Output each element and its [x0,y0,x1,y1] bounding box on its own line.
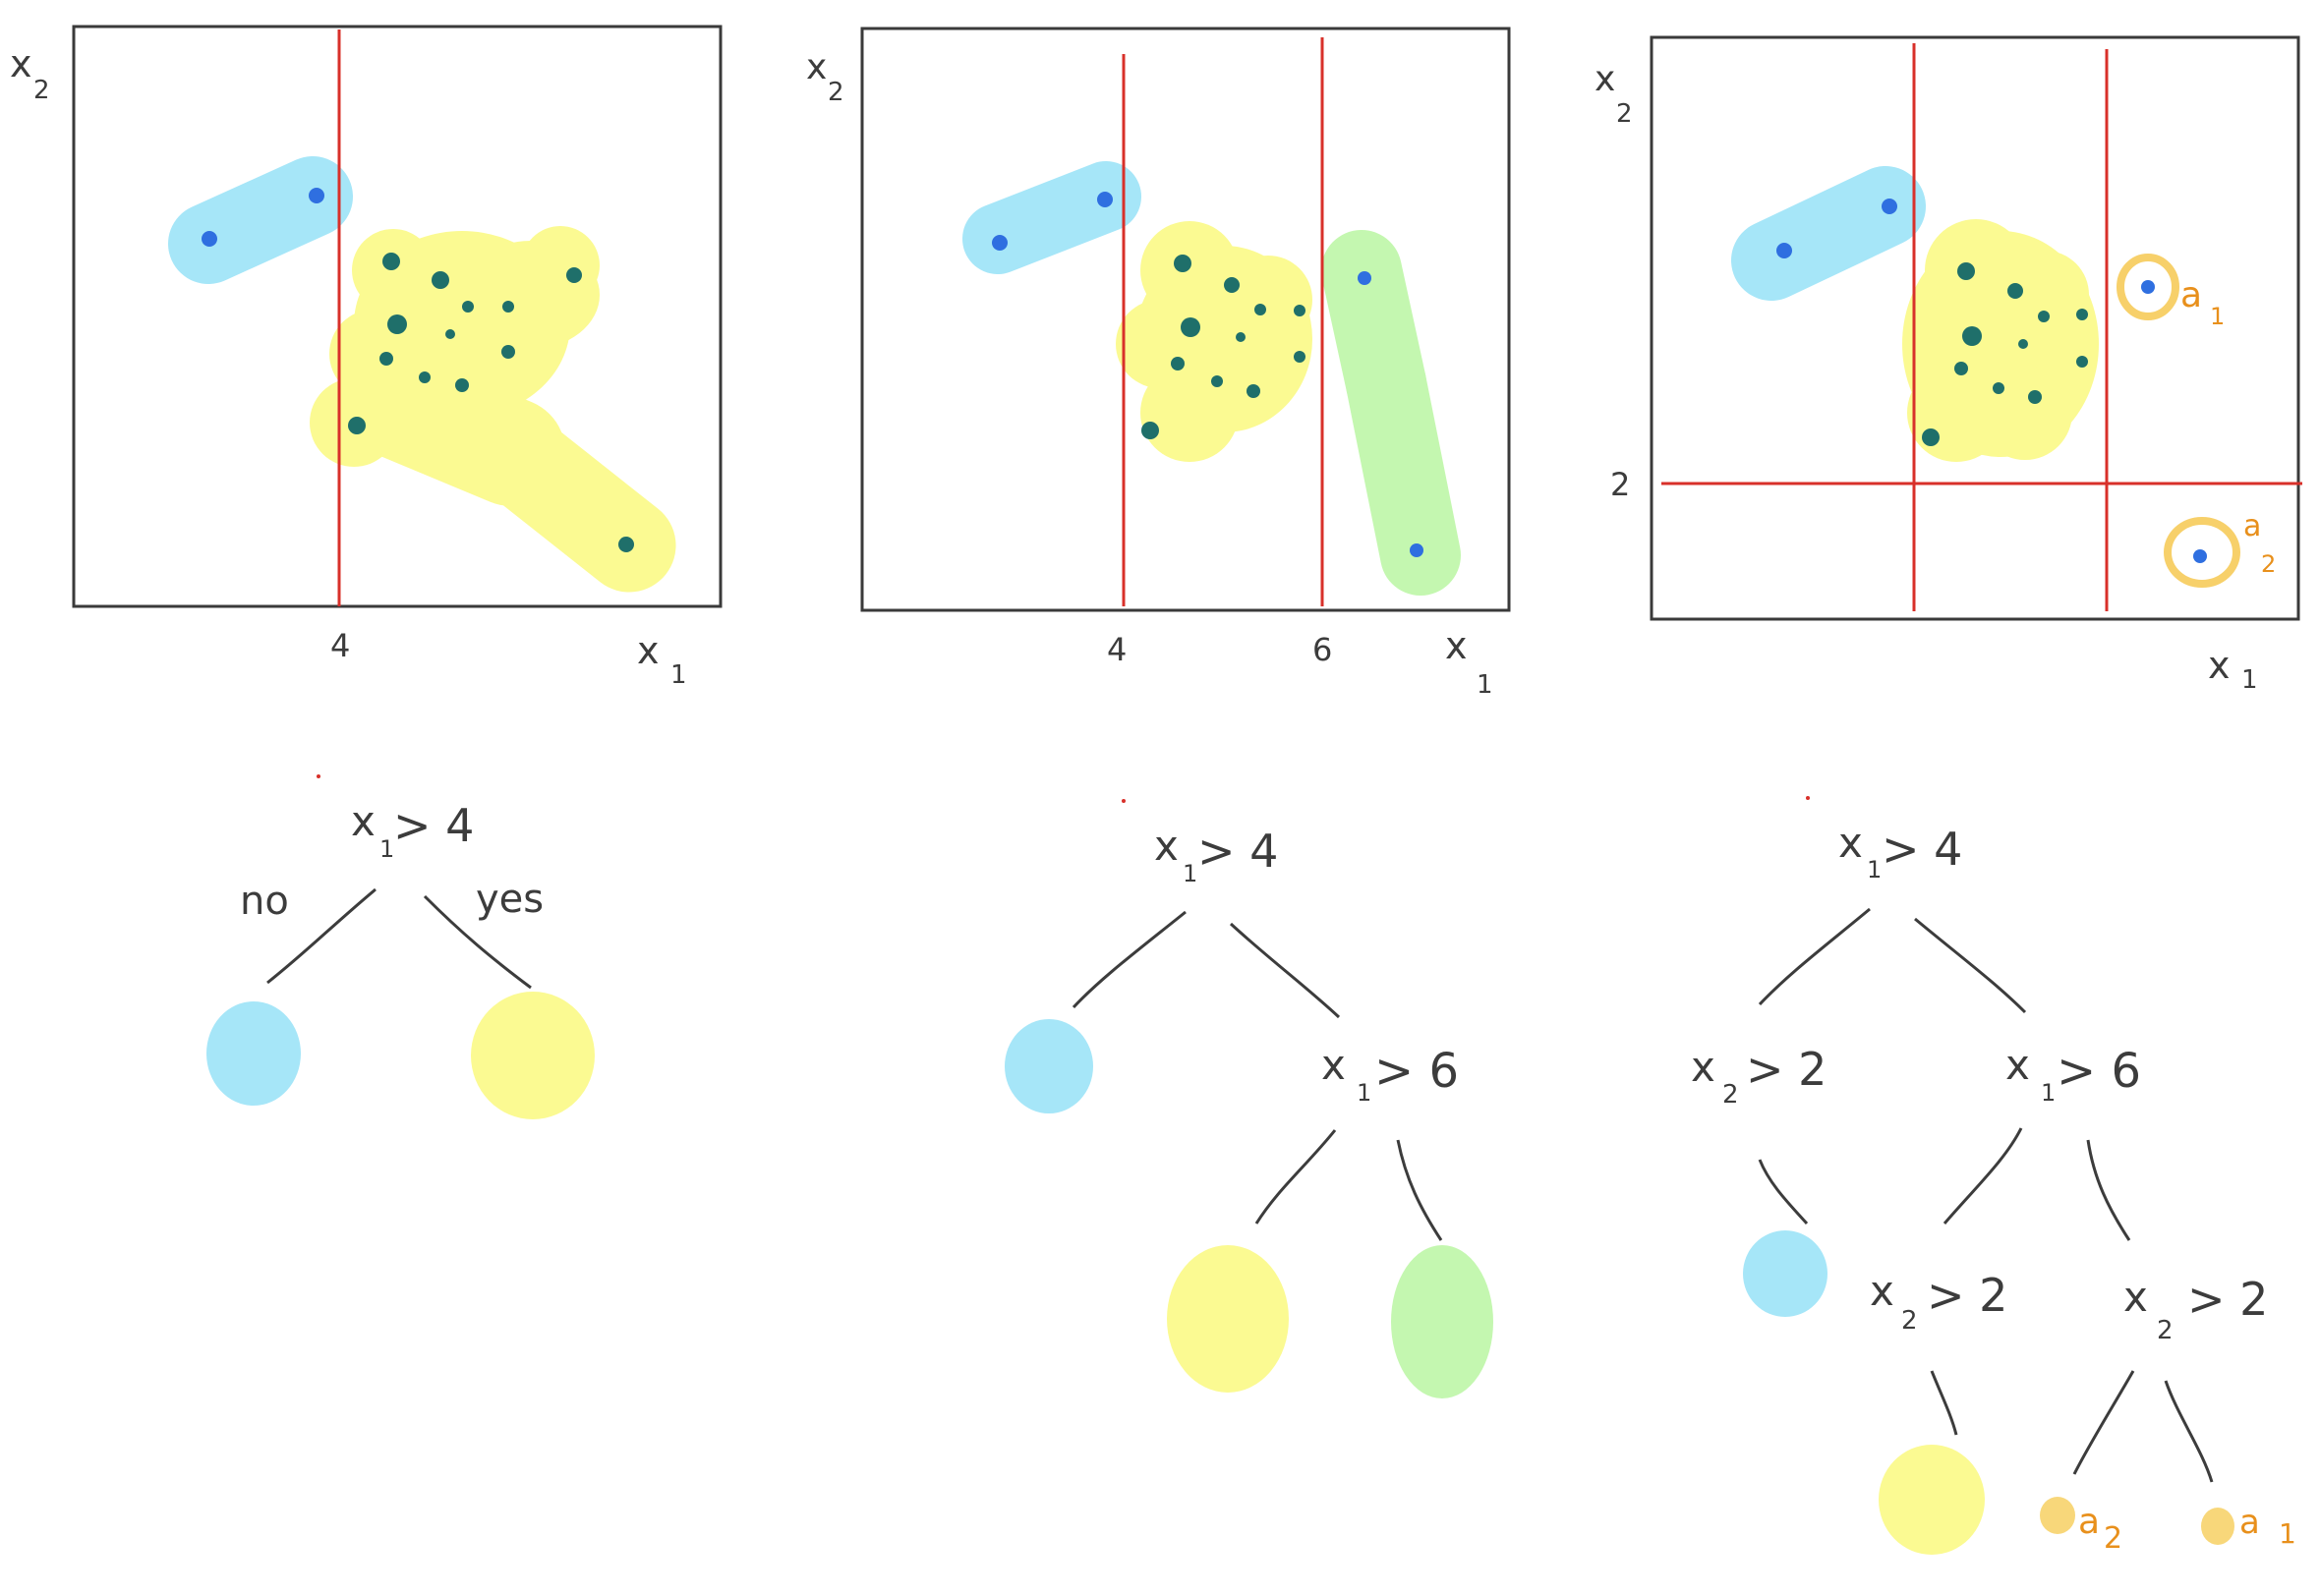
y-axis-label-sub: 2 [1616,99,1633,129]
tick-label-4: 4 [330,627,350,664]
x-axis-label-sub: 1 [2241,665,2258,695]
tree-3-leaf-a2 [2040,1497,2075,1534]
x-axis-label-sub: 1 [1477,670,1493,700]
panel-3: x 2 2 x 1 a 1 a 2 [1595,35,2302,695]
x-axis-label-sub: 1 [670,660,687,690]
panel-1: x 2 4 x 1 [10,25,723,690]
panel-3-frame [1650,35,2300,621]
tree-3-root-rest: > 4 [1882,823,1962,876]
tree-3-node-right-x: x [2005,1041,2030,1089]
y-axis-label: x [806,47,827,87]
tree-1-edge-yes: yes [476,877,544,922]
point-a1-label: a [2180,275,2202,315]
blue-point [309,188,324,203]
tree-1-edge-left [266,887,377,985]
tree-3-node-left-x: x [1691,1043,1715,1091]
x-axis-label: x [2208,644,2231,687]
tree-3-leaf-a1 [2201,1508,2234,1545]
panel-2: x 2 4 6 x 1 [806,27,1511,700]
tree-2: x 1 > 4 x 1 > 6 [1005,799,1493,1398]
tree-1-edge-no: no [240,879,289,924]
point-a2-label: a [2243,509,2261,543]
tree-3-node-ll-sub: 2 [1901,1306,1918,1336]
point-a2-ring [2164,517,2240,588]
tree-3-node-left-rest: > 2 [1746,1043,1827,1096]
panel-1-frame [72,25,723,608]
tree-2-leaf-blue [1005,1019,1093,1113]
yellow-region [1116,221,1312,462]
x-axis-label: x [1445,624,1468,667]
tree-3-node-right-sub: 1 [2041,1079,2056,1107]
tree-3-node-rr-x: x [2123,1273,2148,1321]
tree-1: x 1 > 4 no yes [206,774,595,1119]
tree-2-node-b-x: x [1321,1041,1346,1089]
tree-3-node-right-rest: > 6 [2057,1044,2141,1099]
tree-2-root-sub: 1 [1183,860,1197,887]
tree-3-leaf-yellow [1879,1445,1985,1555]
tree-2-leaf-green [1391,1245,1493,1398]
yellow-region [310,226,676,593]
tree-3-root-sub: 1 [1867,856,1882,884]
tree-1-root-sub: 1 [379,835,394,863]
data-points [202,188,634,552]
tree-2-root-x: x [1154,822,1179,870]
tree-1-root-x: x [351,797,376,845]
tree-1-leaf-blue [206,1001,301,1106]
tree-3-root-x: x [1838,819,1863,867]
data-points [1776,199,2207,563]
tree-1-edge-right [423,894,532,990]
y-axis-label-sub: 2 [828,78,844,107]
tree-2-node-b-sub: 1 [1357,1079,1371,1107]
tree-3-node-rr-rest: > 2 [2187,1273,2268,1326]
y-axis-label: x [1595,59,1615,99]
blue-point [202,231,217,247]
tree-2-leaf-yellow [1167,1245,1289,1393]
tree-2-root-rest: > 4 [1197,825,1278,878]
green-region [1321,230,1461,596]
tree-3-leaf-a1-label: a [2239,1503,2260,1542]
tree-2-node-b-rest: > 6 [1374,1044,1459,1099]
tree-3-node-rr-sub: 2 [2157,1316,2174,1345]
tree-1-leaf-yellow [471,992,595,1119]
tree-3-node-left-sub: 2 [1722,1080,1739,1110]
y-axis-label-sub: 2 [33,76,50,105]
tick-label-4: 4 [1107,631,1127,668]
tree-3-node-ll-x: x [1870,1267,1894,1315]
blue-region [962,161,1141,274]
tick-label-2: 2 [1610,466,1630,503]
tick-label-6: 6 [1312,631,1332,668]
tree-3: x 1 > 4 x 2 > 2 x 1 > 6 x 2 > 2 x 2 > 2 … [1691,796,2296,1556]
yellow-region [1902,219,2099,462]
tree-3-leaf-blue [1743,1230,1827,1317]
tree-3-leaf-a1-sub: 1 [2279,1517,2296,1550]
data-points [992,192,1423,557]
point-a1-ring [2117,254,2179,320]
tree-3-node-ll-rest: > 2 [1927,1269,2007,1322]
x-axis-label: x [637,629,660,672]
point-a1-label-sub: 1 [2210,303,2225,330]
panel-2-frame [860,27,1511,612]
y-axis-label: x [10,42,32,86]
blue-region [168,156,353,284]
tree-3-leaf-a2-sub: 2 [2104,1521,2122,1556]
tree-1-root-rest: > 4 [393,799,474,852]
tree-3-leaf-a2-label: a [2078,1502,2100,1542]
point-a2-label-sub: 2 [2261,550,2276,578]
